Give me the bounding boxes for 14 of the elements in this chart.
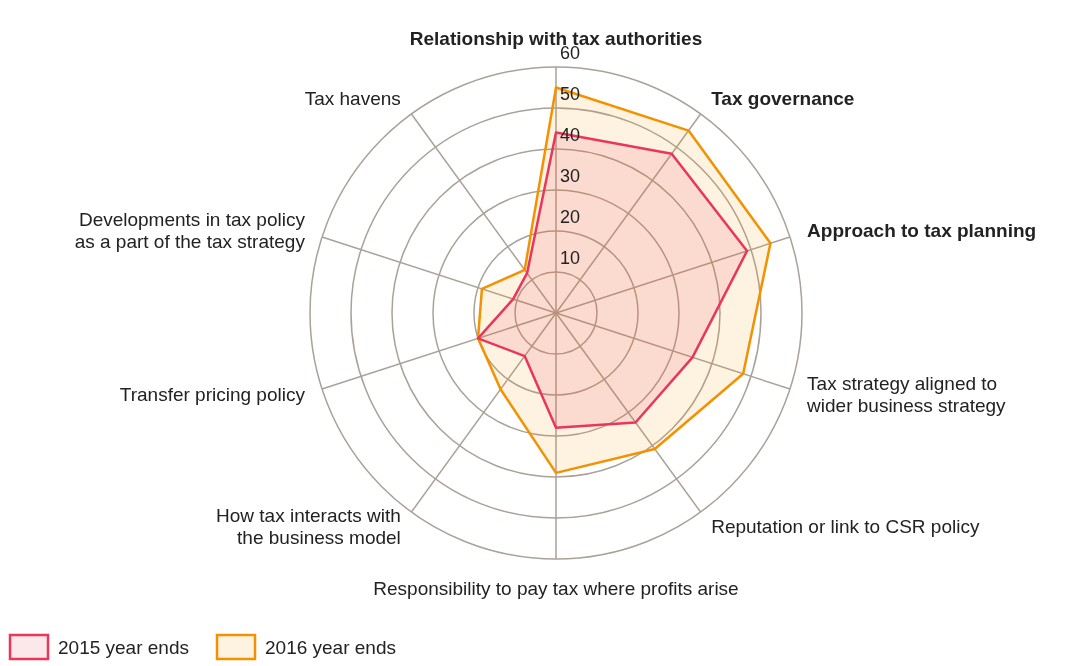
spoke-label: Transfer pricing policy	[119, 383, 306, 405]
y-tick-label: 10	[560, 248, 581, 268]
spoke-label: Responsibility to pay tax where profits arise	[373, 578, 739, 599]
spoke-label: Tax strategy aligned to wider business strategy	[806, 372, 1007, 416]
legend-label: 2015 year ends	[58, 637, 189, 658]
legend-label: 2016 year ends	[265, 637, 396, 658]
spoke-label: Approach to tax planning	[807, 220, 1037, 242]
spoke-label: Tax havens	[304, 88, 401, 110]
spoke-label: How tax interacts with the business model	[216, 504, 401, 548]
spoke-label: Developments in tax policy as a part of the tax strategy	[74, 209, 306, 253]
y-tick-label: 20	[560, 207, 581, 227]
y-tick-label: 30	[560, 166, 581, 186]
spoke-label: Reputation or link to CSR policy	[711, 515, 980, 537]
spoke-label: Tax governance	[711, 88, 855, 110]
